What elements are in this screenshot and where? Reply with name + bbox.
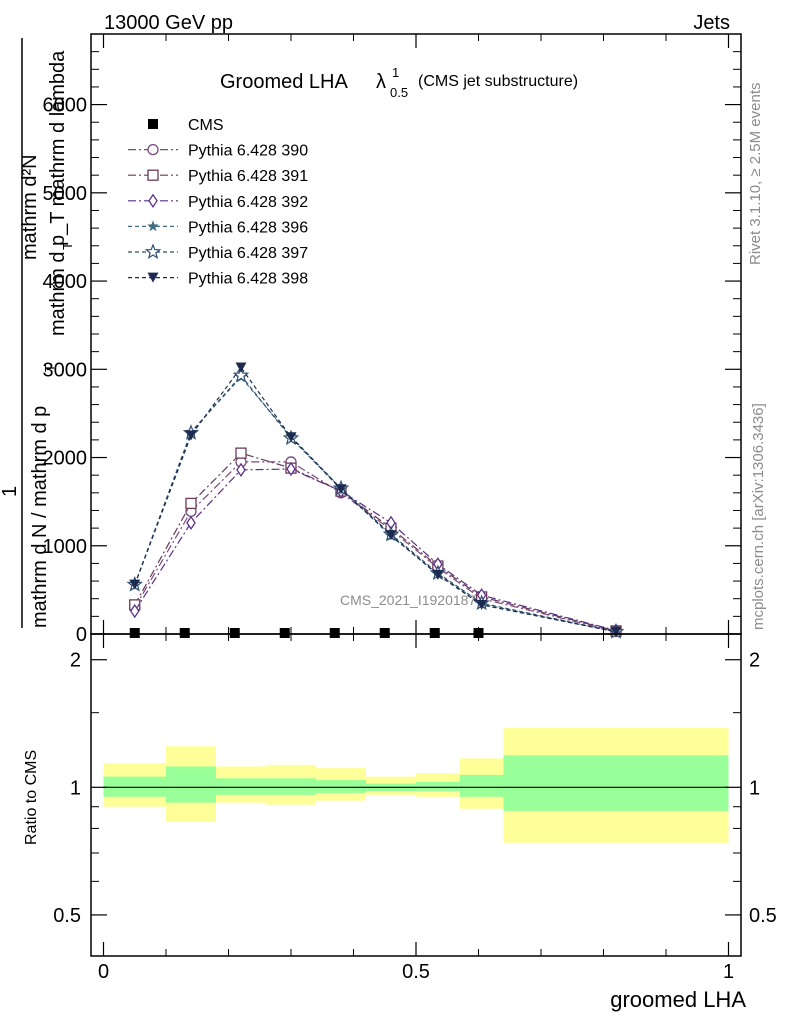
- main-ytick-label-2: 2000: [43, 448, 88, 470]
- series-0-point-1: [179, 628, 190, 638]
- xtick-label-1: 0.5: [402, 961, 430, 983]
- plot-title-sup: 1: [392, 65, 399, 80]
- series-6: [129, 362, 622, 637]
- legend-marker-5: [144, 243, 162, 260]
- legend-label-0: CMS: [188, 117, 224, 134]
- series-6-point-0: [129, 579, 141, 590]
- main-ytick-label-6: 6000: [43, 95, 88, 117]
- ylabel-numerator-line2: mathrm d p_T mathrm d lambda: [47, 50, 69, 336]
- ratio-ytick-label-left-2: 2: [70, 650, 81, 672]
- plot-title-main: Groomed LHA: [220, 71, 348, 93]
- series-line-3: [134, 468, 617, 632]
- ylabel-denominator: mathrm d N / mathrm d p: [29, 406, 51, 628]
- header-left: 13000 GeV pp: [104, 12, 233, 34]
- ylabel-denominator-sub: T: [42, 364, 57, 372]
- series-0-point-3: [279, 628, 290, 638]
- ratio-band-inner-8: [503, 755, 729, 811]
- series-0-point-4: [329, 628, 340, 638]
- ratio-ytick-label-right-1: 1: [749, 777, 760, 799]
- series-3-point-3: [286, 461, 296, 477]
- ylabel-one: 1: [0, 486, 21, 497]
- legend-label-2: Pythia 6.428 391: [188, 168, 308, 185]
- ratio-band-inner-6: [416, 781, 460, 792]
- axes: 0 1000 2000 3000 4000 5000 6000 0.5 0.5 1 1 2 2 0 0.5 1: [43, 34, 777, 983]
- series-2-point-1: [185, 497, 197, 510]
- main-ytick-label-3: 3000: [43, 359, 88, 381]
- legend-label-5: Pythia 6.428 397: [188, 245, 308, 262]
- series-3-point-2: [236, 462, 246, 478]
- legend-label-4: Pythia 6.428 396: [188, 219, 308, 236]
- main-ytick-label-0: 0: [76, 624, 87, 646]
- series-5-point-2: [232, 366, 250, 383]
- series-6-point-5: [385, 530, 397, 541]
- series-3: [129, 461, 621, 638]
- ratio-ytick-label-right-0: 0.5: [749, 905, 777, 927]
- legend-marker-1: [147, 143, 159, 156]
- main-series: [126, 362, 625, 639]
- legend-marker-3: [148, 193, 158, 208]
- series-6-point-1: [185, 430, 197, 441]
- legend: CMS Pythia 6.428 390 Pythia 6.428 391 Pythi…: [128, 117, 308, 288]
- main-ytick-label-1: 1000: [43, 536, 88, 558]
- rivet-label: Rivet 3.1.10, ≥ 2.5M events: [747, 83, 764, 266]
- legend-label-1: Pythia 6.428 390: [188, 143, 308, 160]
- series-2-point-2: [235, 447, 247, 459]
- series-3-point-0: [129, 603, 140, 619]
- series-0-point-5: [379, 628, 390, 638]
- ylabel-numerator-line1: mathrm d²N: [19, 154, 41, 260]
- header-right: Jets: [693, 12, 730, 34]
- series-6-point-6: [432, 569, 444, 580]
- series-3-point-1: [186, 515, 196, 530]
- x-axis-label: groomed LHA: [610, 987, 746, 1012]
- legend-marker-6: [147, 272, 159, 283]
- ratio-ytick-label-right-2: 2: [749, 650, 760, 672]
- legend-marker-2: [147, 169, 159, 181]
- series-6-point-8: [610, 626, 622, 637]
- plot-title-paren: (CMS jet substructure): [418, 73, 578, 90]
- ratio-band-inner-1: [166, 766, 216, 803]
- main-ylabel: mathrm d²N mathrm d p_T mathrm d lambda …: [0, 38, 75, 628]
- analysis-watermark: CMS_2021_I1920187: [340, 592, 476, 608]
- ratio-band-inner-3: [266, 778, 316, 795]
- ratio-band-inner-4: [316, 780, 366, 793]
- ratio-band-inner-0: [103, 776, 166, 797]
- series-6-point-3: [285, 432, 297, 443]
- legend-marker-4: [147, 220, 159, 232]
- main-ytick-label-5: 5000: [43, 183, 88, 205]
- series-0-point-6: [429, 628, 440, 638]
- plot-title-lambda: λ: [376, 71, 386, 93]
- xtick-label-0: 0: [98, 961, 109, 983]
- ratio-band-inner-7: [459, 774, 504, 797]
- ratio-ytick-label-left-1: 1: [70, 777, 81, 799]
- mcplots-label: mcplots.cern.ch [arXiv:1306.3436]: [750, 403, 767, 630]
- ratio-ylabel: Ratio to CMS: [23, 750, 40, 845]
- series-6-point-2: [235, 362, 247, 373]
- series-0: [129, 628, 484, 638]
- ratio-band-inner-2: [216, 778, 266, 795]
- series-6-point-7: [476, 599, 488, 610]
- ylabel-numerator-sub: T: [60, 242, 75, 250]
- series-0-point-2: [229, 628, 240, 638]
- series-1: [129, 456, 622, 638]
- series-0-point-0: [129, 628, 140, 638]
- ratio-ytick-label-left-0: 0.5: [53, 905, 81, 927]
- main-ytick-label-4: 4000: [43, 271, 88, 293]
- plot-title-sub: 0.5: [390, 85, 408, 100]
- legend-label-3: Pythia 6.428 392: [188, 194, 308, 211]
- legend-marker-0: [148, 119, 158, 129]
- series-6-point-4: [335, 484, 347, 495]
- legend-label-6: Pythia 6.428 398: [188, 271, 308, 288]
- xtick-label-2: 1: [723, 961, 734, 983]
- ratio-bands: [103, 728, 729, 843]
- plot-title: Groomed LHA λ 1 0.5 (CMS jet substructur…: [220, 65, 578, 100]
